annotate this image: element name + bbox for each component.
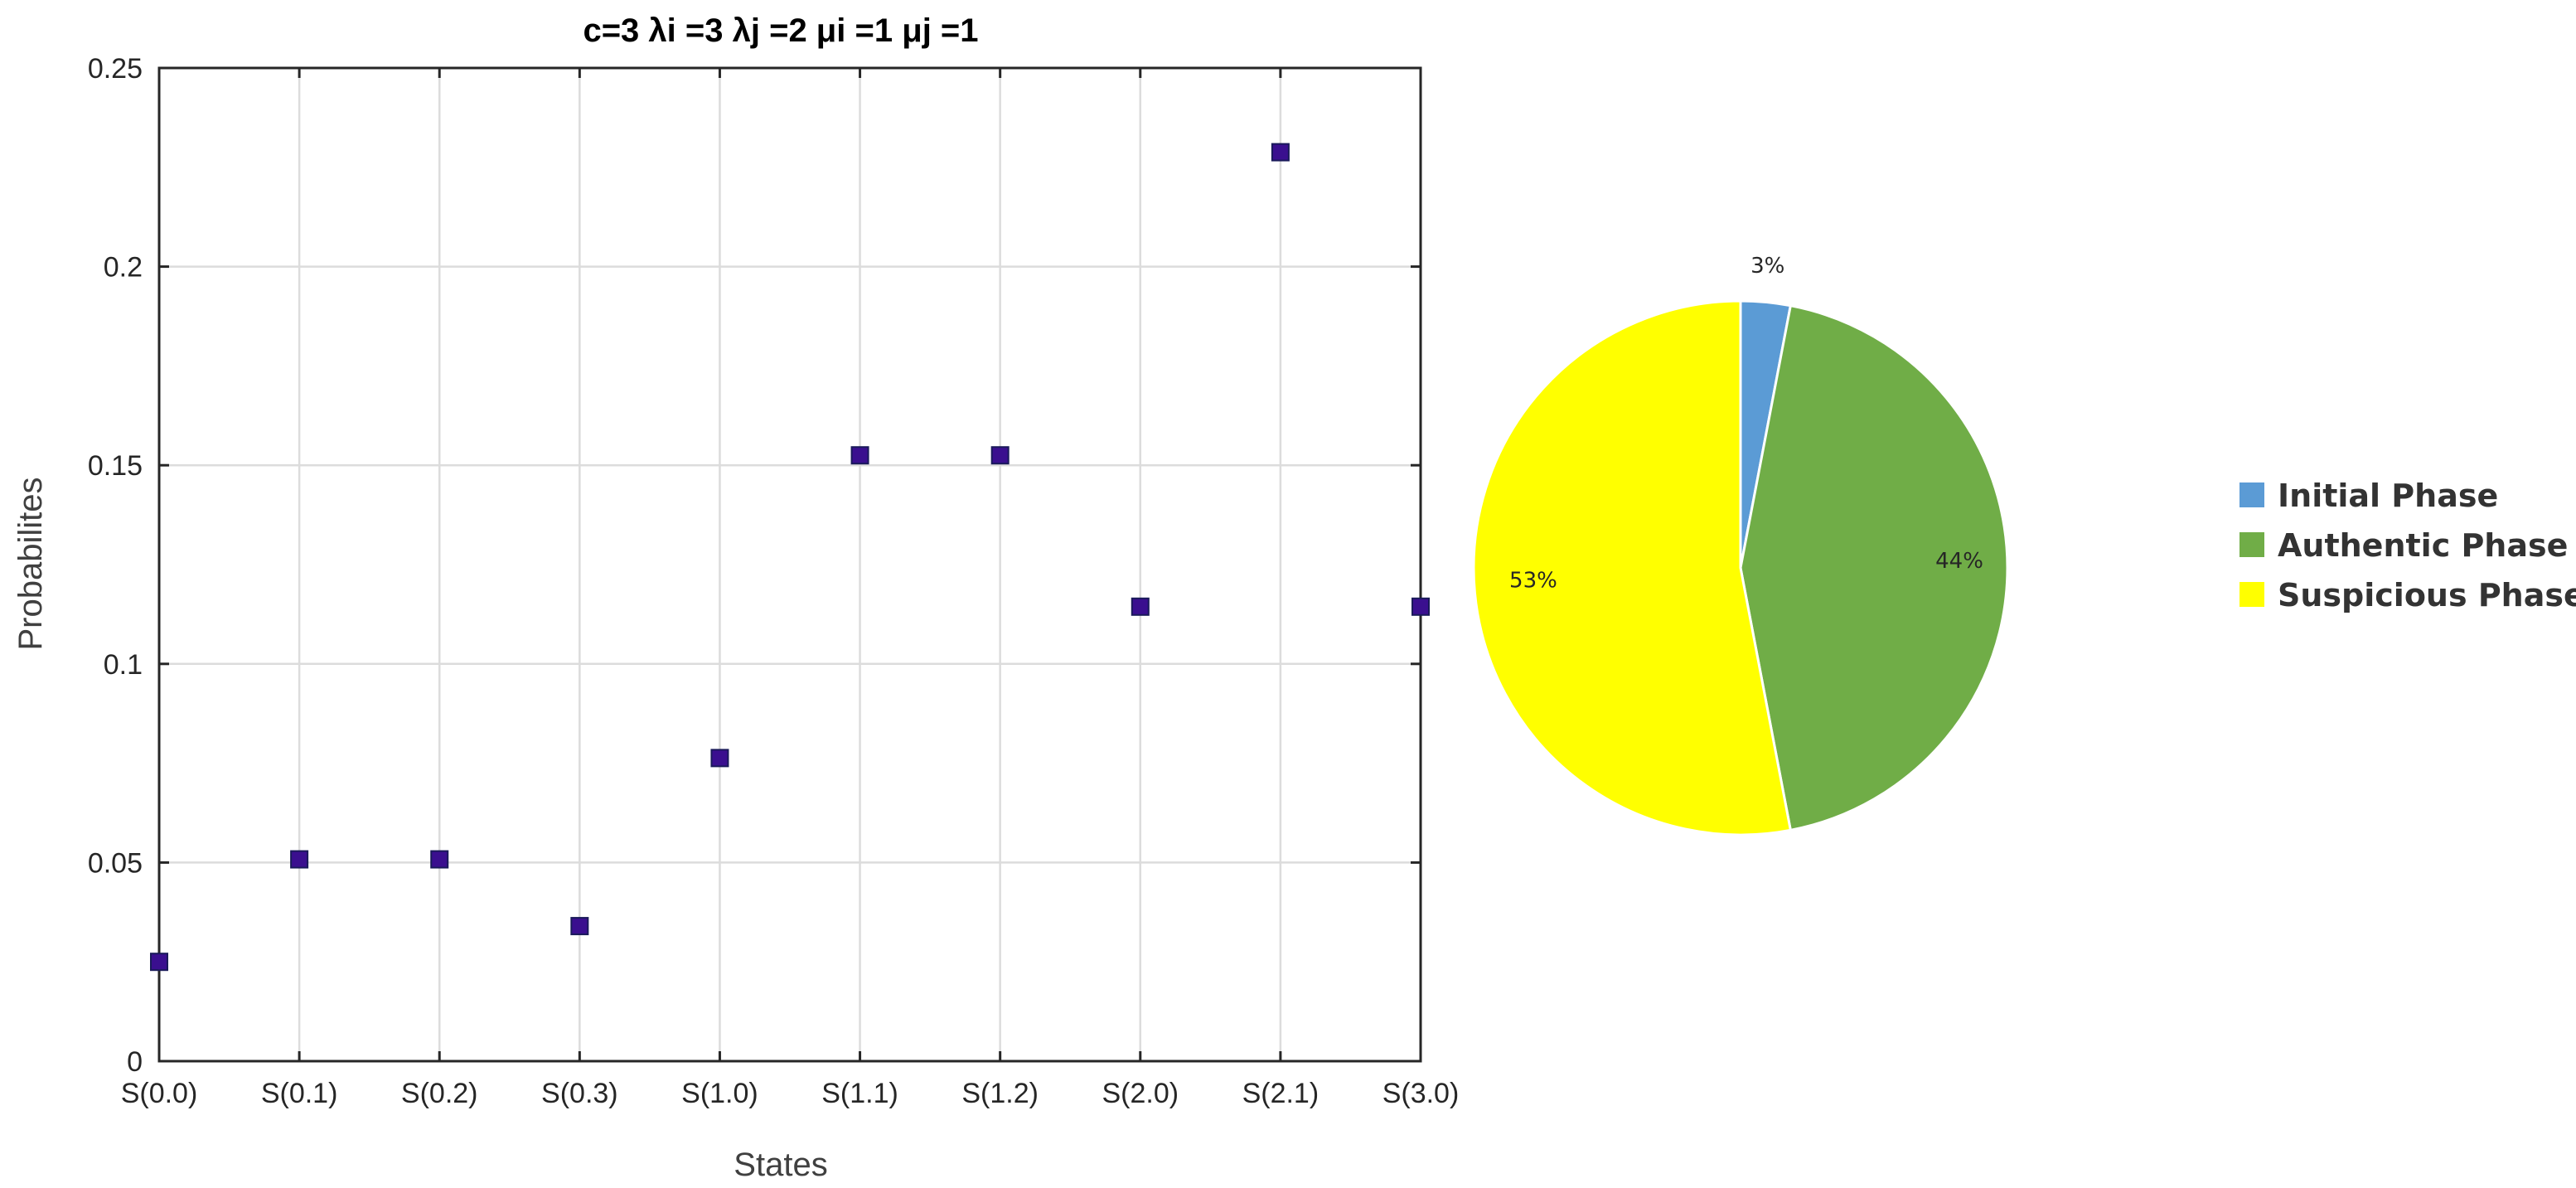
data-point <box>990 446 1010 465</box>
plot-frame <box>157 66 1422 1063</box>
data-point <box>850 446 869 465</box>
y-tick-label: 0.05 <box>88 847 143 879</box>
legend: Initial Phase Authentic Phase Suspicious P… <box>2239 478 2576 613</box>
pie-slice-label: 53% <box>1509 569 1557 594</box>
grid <box>159 68 1421 1061</box>
data-point <box>1131 597 1150 616</box>
x-tick-label: S(1.2) <box>961 1078 1039 1109</box>
x-axis-label: States <box>734 1147 827 1183</box>
pie-slice-label: 44% <box>1935 549 1983 574</box>
pie-labels: 3% 44% 53% <box>1509 254 1983 594</box>
pie-chart: 3% 44% 53% <box>1472 254 2009 836</box>
chart-title: c=3 λi =3 λj =2 μi =1 μj =1 <box>583 12 978 49</box>
pie-slice <box>1472 299 1793 836</box>
x-tick-label: S(1.0) <box>681 1078 758 1109</box>
y-tick-label: 0 <box>127 1046 143 1078</box>
y-tick-label: 0.25 <box>88 53 143 85</box>
y-tick-label: 0.15 <box>88 450 143 482</box>
y-axis: 0 0.05 0.1 0.15 0.2 0.25 <box>88 53 1421 1078</box>
legend-label: Authentic Phase <box>2278 527 2568 564</box>
x-tick-label: S(1.1) <box>821 1078 898 1109</box>
pie-slice-label: 3% <box>1750 254 1784 279</box>
legend-label: Initial Phase <box>2278 478 2498 514</box>
y-tick-label: 0.2 <box>104 252 143 284</box>
y-axis-label: Probabilites <box>12 477 49 650</box>
data-point <box>150 953 168 972</box>
legend-swatch <box>2239 532 2264 557</box>
x-tick-label: S(2.0) <box>1102 1078 1179 1109</box>
legend-swatch <box>2239 482 2264 507</box>
data-point <box>1411 597 1430 616</box>
x-tick-label: S(0.0) <box>121 1078 198 1109</box>
data-point <box>1271 143 1290 162</box>
data-point <box>570 917 589 936</box>
data-point <box>290 850 309 869</box>
x-tick-label: S(0.1) <box>261 1078 338 1109</box>
x-tick-label: S(3.0) <box>1382 1078 1460 1109</box>
legend-label: Suspicious Phase <box>2278 577 2576 613</box>
pie-slice <box>1739 303 2009 832</box>
pie-slices <box>1472 299 2009 836</box>
data-point <box>430 850 449 869</box>
x-tick-label: S(0.2) <box>401 1078 478 1109</box>
data-points <box>150 143 1430 972</box>
x-tick-label: S(0.3) <box>541 1078 618 1109</box>
legend-swatch <box>2239 582 2264 607</box>
scatter-chart: 00.050.10.150.20.25 S(0.0) S(0.1) S(0.2) S(… <box>12 12 1459 1183</box>
x-axis: S(0.0) S(0.1) S(0.2) S(0.3) S(1.0) S(1.1) S(1.… <box>121 68 1460 1109</box>
data-point <box>710 749 729 768</box>
y-tick-label: 0.1 <box>104 649 143 681</box>
x-tick-label: S(2.1) <box>1242 1078 1319 1109</box>
